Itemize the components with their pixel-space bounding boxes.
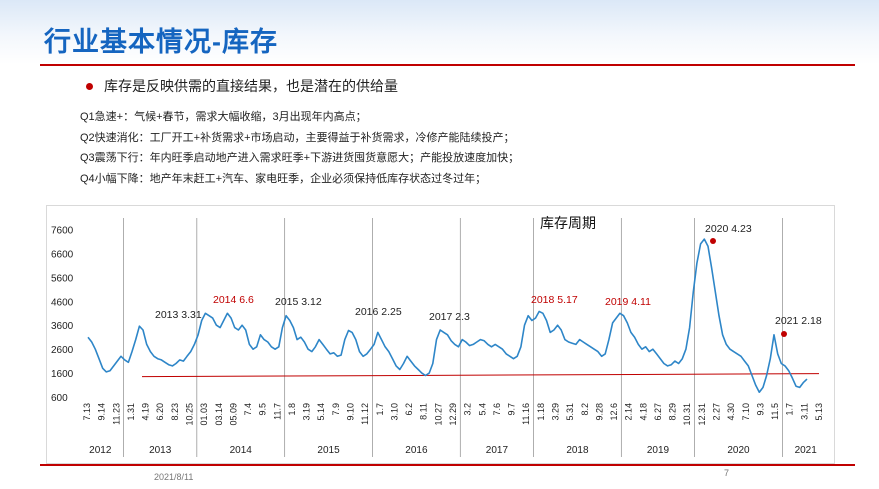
x-tick-label-12: 9.5 — [258, 403, 268, 416]
y-tick-label-1: 1600 — [51, 369, 74, 380]
x-tick-label-49: 3.11 — [799, 403, 809, 420]
y-tick-label-3: 3600 — [51, 321, 74, 332]
x-tick-label-19: 11.12 — [360, 403, 370, 425]
x-tick-label-34: 8.2 — [580, 403, 590, 416]
x-tick-label-45: 7.10 — [741, 403, 751, 421]
x-tick-label-47: 11.5 — [770, 403, 780, 420]
x-tick-label-42: 12.31 — [697, 403, 707, 426]
x-tick-label-10: 05.09 — [228, 403, 238, 426]
quarter-notes: Q1急速+：气候+春节，需求大幅收缩，3月出现年内高点； Q2快速消化：工厂开工… — [80, 107, 519, 189]
x-tick-label-36: 12.6 — [609, 403, 619, 421]
x-tick-label-0: 7.13 — [82, 403, 92, 421]
x-tick-label-37: 2.14 — [624, 403, 634, 421]
y-tick-label-2: 2600 — [51, 345, 74, 356]
x-tick-label-23: 8.11 — [419, 403, 429, 420]
x-tick-label-9: 03.14 — [214, 403, 224, 426]
year-label-3: 2015 — [317, 445, 340, 456]
peak-annotation-3: 2016 2.25 — [355, 306, 402, 318]
year-label-6: 2018 — [566, 445, 589, 456]
quarter-note-q2: Q2快速消化：工厂开工+补货需求+市场启动，主要得益于补货需求，冷修产能陆续投产… — [80, 131, 515, 144]
x-tick-label-26: 3.2 — [463, 403, 473, 416]
x-tick-label-3: 1.31 — [126, 403, 136, 421]
x-tick-label-40: 8.29 — [668, 403, 678, 421]
x-tick-label-31: 1.18 — [536, 403, 546, 421]
x-tick-label-29: 9.7 — [507, 403, 517, 416]
x-tick-label-4: 4.19 — [141, 403, 151, 421]
year-label-0: 2012 — [89, 445, 112, 456]
peak-annotation-7: 2020 4.23 — [705, 223, 752, 235]
x-tick-label-44: 4.30 — [726, 403, 736, 421]
x-tick-label-46: 9.3 — [755, 403, 765, 416]
page-title: 行业基本情况-库存 — [44, 27, 278, 57]
year-label-2: 2014 — [230, 445, 253, 456]
x-tick-label-27: 5.4 — [477, 403, 487, 416]
x-tick-label-18: 9.10 — [346, 403, 356, 421]
peak-annotation-4: 2017 2.3 — [429, 311, 470, 323]
peak-marker-8 — [781, 331, 787, 337]
peak-annotation-2: 2015 3.12 — [275, 296, 322, 308]
x-tick-label-32: 3.29 — [550, 403, 560, 421]
footer-date: 2021/8/11 — [154, 472, 194, 482]
x-tick-label-20: 1.7 — [375, 403, 385, 416]
chart-container: 600 1600 2600 3600 4600 5600 6600 7600 7.13 9.14 1… — [46, 205, 835, 464]
x-tick-label-38: 4.18 — [638, 403, 648, 421]
peak-annotation-5: 2018 5.17 — [531, 294, 578, 306]
y-tick-label-5: 5600 — [51, 273, 74, 284]
year-label-7: 2019 — [647, 445, 670, 456]
x-tick-label-28: 7.6 — [492, 403, 502, 416]
x-tick-label-2: 11.23 — [111, 403, 121, 425]
y-tick-label-6: 6600 — [51, 249, 74, 260]
x-tick-label-39: 6.27 — [653, 403, 663, 421]
x-tick-label-22: 6.2 — [404, 403, 414, 416]
reference-line — [141, 373, 820, 378]
title-divider — [40, 64, 855, 66]
peak-marker-7 — [710, 238, 716, 244]
x-tick-label-1: 9.14 — [97, 403, 107, 421]
x-tick-label-48: 1.7 — [785, 403, 795, 416]
page-number: 7 — [724, 468, 730, 478]
x-tick-label-21: 3.10 — [389, 403, 399, 421]
peak-annotation-6: 2019 4.11 — [605, 296, 651, 308]
year-label-4: 2016 — [405, 445, 428, 456]
peak-annotation-1: 2014 6.6 — [213, 294, 254, 306]
quarter-note-q4: Q4小幅下降：地产年末赶工+汽车、家电旺季，企业必须保持低库存状态过冬过年； — [80, 172, 487, 185]
footer-divider — [40, 464, 855, 466]
x-tick-label-25: 12.29 — [448, 403, 458, 426]
inventory-series-line — [87, 238, 808, 393]
x-tick-label-16: 5.14 — [316, 403, 326, 421]
peak-annotation-0: 2013 3.31 — [155, 309, 202, 321]
year-label-1: 2013 — [149, 445, 172, 456]
x-tick-label-50: 5.13 — [814, 403, 824, 421]
x-tick-label-8: 01.03 — [199, 403, 209, 426]
y-tick-label-0: 600 — [51, 393, 68, 404]
x-tick-label-35: 9.28 — [594, 403, 604, 421]
x-tick-label-11: 7.4 — [243, 403, 253, 416]
bullet-dot-icon — [86, 83, 93, 90]
x-tick-label-24: 10.27 — [433, 403, 443, 426]
x-tick-label-6: 8.23 — [170, 403, 180, 421]
y-tick-label-7: 7600 — [51, 226, 74, 237]
x-tick-label-33: 5.31 — [565, 403, 575, 421]
x-tick-label-41: 10.31 — [682, 403, 692, 426]
x-tick-label-43: 2.27 — [712, 403, 722, 421]
x-tick-label-15: 3.19 — [302, 403, 312, 421]
year-label-9: 2021 — [795, 445, 818, 456]
peak-annotation-8: 2021 2.18 — [775, 315, 822, 327]
year-label-8: 2020 — [727, 445, 750, 456]
inventory-chart: 600 1600 2600 3600 4600 5600 6600 7600 7.13 9.14 1… — [51, 215, 824, 457]
x-tick-label-30: 11.16 — [521, 403, 531, 425]
y-tick-label-4: 4600 — [51, 297, 74, 308]
quarter-note-q3: Q3震荡下行：年内旺季启动地产进入需求旺季+下游进货囤货意愿大；产能投放速度加快… — [80, 152, 520, 164]
quarter-note-q1: Q1急速+：气候+春节，需求大幅收缩，3月出现年内高点； — [80, 111, 367, 123]
x-tick-label-5: 6.20 — [155, 403, 165, 421]
x-tick-label-14: 1.8 — [287, 403, 297, 416]
bullet-text: 库存是反映供需的直接结果，也是潜在的供给量 — [104, 78, 398, 94]
x-tick-label-7: 10.25 — [184, 403, 194, 426]
x-tick-label-17: 7.9 — [331, 403, 341, 416]
year-label-5: 2017 — [486, 445, 509, 456]
x-tick-label-13: 11.7 — [272, 403, 282, 420]
chart-title: 库存周期 — [540, 215, 596, 231]
header-band — [0, 0, 879, 64]
